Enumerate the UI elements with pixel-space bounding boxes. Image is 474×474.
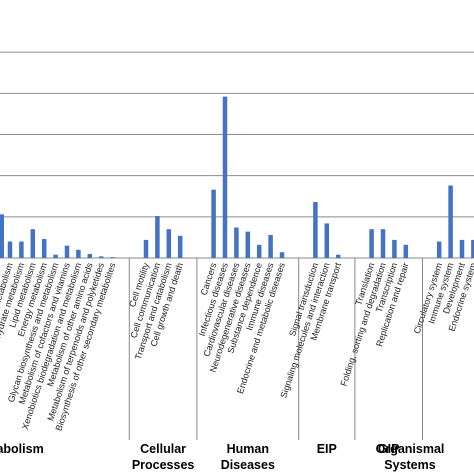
bar (313, 202, 318, 258)
bar (471, 239, 474, 258)
bar (0, 214, 4, 258)
gridlines (0, 51, 474, 259)
bar (64, 245, 70, 258)
group-label: Diseases (221, 458, 275, 472)
bar (110, 257, 115, 258)
bar (222, 96, 228, 258)
bar (7, 241, 13, 258)
bars (0, 96, 474, 258)
bar (19, 241, 24, 258)
bar (234, 227, 239, 258)
bar (98, 256, 104, 258)
bar (30, 229, 36, 258)
bar (403, 244, 409, 258)
group-label: Cellular (140, 442, 186, 456)
bar (143, 239, 149, 258)
group-label: Organismal (376, 442, 445, 456)
group-label: EIP (317, 442, 337, 456)
bar (369, 229, 374, 258)
bar (436, 241, 442, 258)
bar (177, 235, 183, 258)
bar (53, 254, 58, 258)
group-label: tabolism (0, 442, 44, 456)
bar (245, 231, 251, 258)
bar (448, 185, 453, 258)
group-labels: tabolism Cellular Processes Human Diseases EI… (0, 442, 444, 472)
bar (76, 249, 81, 258)
bar (268, 234, 273, 258)
bar (324, 223, 330, 258)
bar (392, 239, 397, 258)
x-axis (128, 258, 423, 440)
group-label: Processes (132, 458, 195, 472)
bar (380, 229, 386, 258)
bar (279, 252, 285, 258)
bar (87, 253, 93, 258)
bar (41, 239, 47, 258)
bar (256, 244, 262, 258)
bar (155, 216, 160, 258)
bar (166, 229, 172, 258)
bar (211, 189, 216, 258)
bar (335, 254, 341, 258)
group-label: Human (227, 442, 269, 456)
group-label: Systems (384, 458, 435, 472)
bar (459, 239, 465, 258)
group-label: GIP (378, 442, 400, 456)
